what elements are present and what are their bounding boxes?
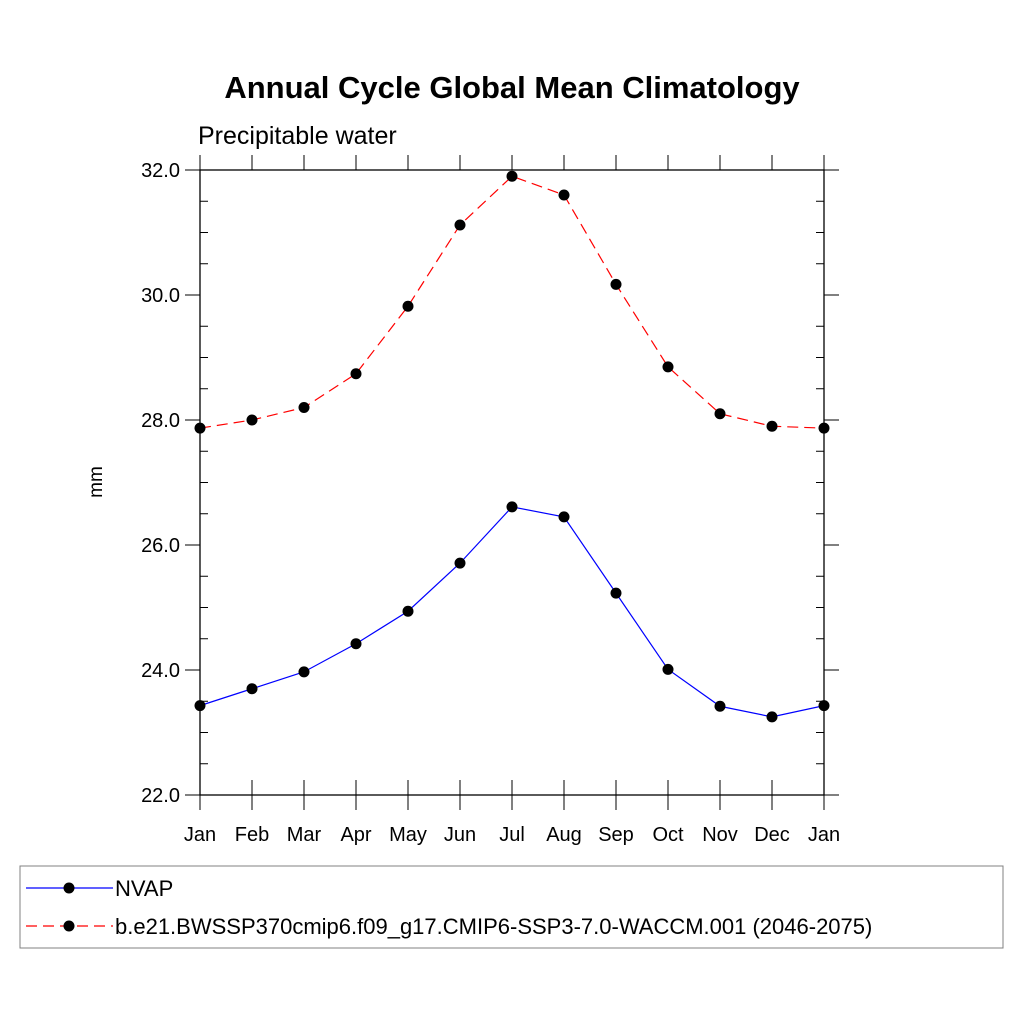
data-point — [350, 368, 362, 380]
x-tick-label: Dec — [754, 824, 790, 846]
x-tick-label: Mar — [287, 824, 322, 846]
y-tick-label: 22.0 — [141, 785, 180, 807]
legend: NVAP b.e21.BWSSP370cmip6.f09_g17.CMIP6-SS… — [26, 876, 872, 939]
series-1 — [194, 170, 830, 434]
data-point — [194, 700, 206, 712]
x-tick-label: Aug — [546, 824, 582, 846]
x-tick-label: May — [389, 824, 427, 846]
data-point — [506, 501, 518, 513]
legend-entry: NVAP — [26, 876, 173, 901]
legend-label: b.e21.BWSSP370cmip6.f09_g17.CMIP6-SSP3-7… — [115, 914, 872, 939]
y-tick-label: 30.0 — [141, 285, 180, 307]
y-tick-label: 24.0 — [141, 660, 180, 682]
data-point — [818, 700, 830, 712]
data-point — [454, 219, 466, 231]
data-point — [246, 683, 258, 695]
chart-subtitle: Precipitable water — [198, 122, 397, 150]
x-tick-label: Nov — [702, 824, 738, 846]
data-point — [818, 422, 830, 434]
y-axis-label: mm — [86, 466, 107, 498]
data-point — [246, 414, 258, 426]
data-point — [610, 278, 622, 290]
data-point — [558, 189, 570, 201]
data-point — [662, 361, 674, 373]
data-point — [350, 638, 362, 650]
x-tick-label: Jun — [444, 824, 476, 846]
data-point — [506, 170, 518, 182]
y-tick-label: 26.0 — [141, 535, 180, 557]
series-line — [199, 175, 825, 429]
data-point — [298, 402, 310, 413]
legend-entry: b.e21.BWSSP370cmip6.f09_g17.CMIP6-SSP3-7… — [26, 914, 872, 939]
x-tick-label: Feb — [235, 824, 269, 846]
legend-marker — [63, 882, 75, 894]
data-point — [610, 587, 622, 599]
x-tick-label: Sep — [598, 824, 634, 846]
axes: Jan Feb Mar Apr May Jun Jul Aug Sep Oct Nov Dec Jan2… — [141, 155, 840, 846]
data-point — [402, 605, 414, 617]
chart-title: Annual Cycle Global Mean Climatology — [224, 70, 800, 105]
data-point — [194, 422, 206, 434]
x-tick-label: Jul — [499, 824, 525, 846]
data-point — [662, 663, 674, 675]
legend-label: NVAP — [115, 876, 173, 901]
plot-frame — [199, 169, 825, 796]
series-line — [199, 506, 825, 718]
data-point — [298, 666, 310, 678]
legend-box — [19, 865, 1004, 949]
series-layer — [194, 170, 830, 723]
data-point — [766, 711, 778, 723]
x-tick-label: Jan — [184, 824, 216, 846]
x-tick-label: Oct — [652, 824, 684, 846]
data-point — [454, 557, 466, 569]
data-point — [714, 700, 726, 712]
data-point — [714, 408, 726, 420]
x-tick-label: Apr — [340, 824, 371, 846]
x-tick-label: Jan — [808, 824, 840, 846]
data-point — [402, 300, 414, 312]
legend-marker — [63, 920, 75, 932]
y-tick-label: 28.0 — [141, 410, 180, 432]
data-point — [766, 420, 778, 432]
y-tick-label: 32.0 — [141, 160, 180, 182]
series-0 — [194, 501, 830, 723]
data-point — [558, 511, 570, 523]
